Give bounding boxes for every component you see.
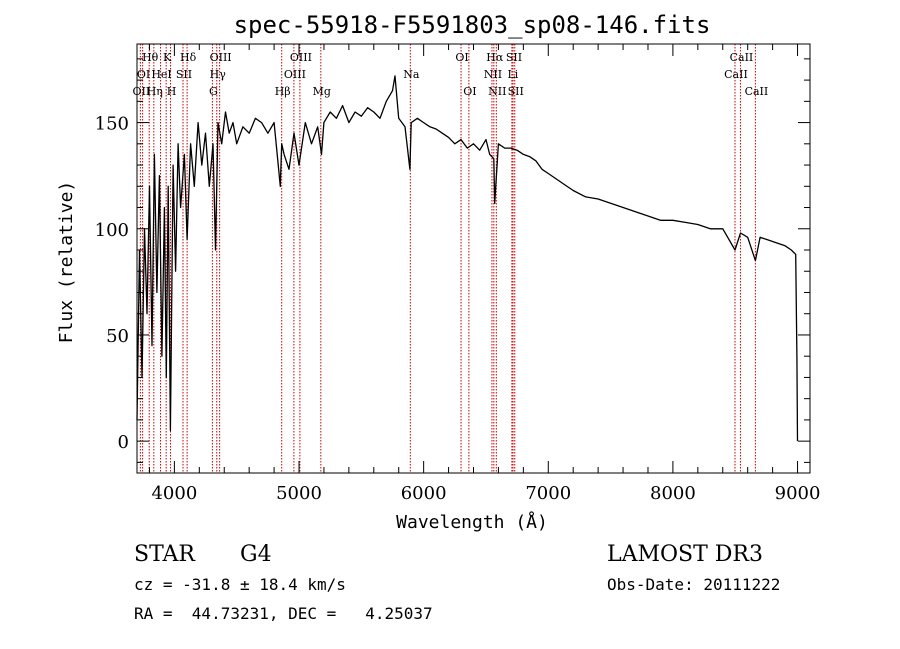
x-axis: 4000 5000 6000 7000 8000 9000 bbox=[148, 44, 821, 504]
marker-label-8: Hδ bbox=[180, 51, 197, 64]
y-tick-label-1: 50 bbox=[106, 326, 129, 347]
marker-label-24: SII bbox=[508, 85, 524, 98]
marker-label-20: SII bbox=[506, 51, 522, 64]
object-class: STAR bbox=[134, 542, 196, 567]
marker-label-15: Mg bbox=[313, 85, 331, 98]
marker-label-4: HeI bbox=[151, 68, 171, 81]
marker-label-12: Hβ bbox=[275, 85, 291, 98]
x-tick-label-0: 4000 bbox=[151, 483, 197, 504]
marker-label-14: OIII bbox=[284, 68, 306, 81]
x-axis-label: Wavelength (Å) bbox=[396, 511, 548, 533]
marker-label-5: Hη bbox=[147, 85, 163, 98]
marker-label-11: G bbox=[209, 85, 218, 98]
marker-label-17: OI bbox=[455, 51, 468, 64]
object-subclass: G4 bbox=[240, 542, 272, 567]
x-tick-label-2: 6000 bbox=[401, 483, 447, 504]
marker-label-19: Hα bbox=[486, 51, 504, 64]
x-tick-label-5: 9000 bbox=[775, 483, 821, 504]
plot-frame bbox=[136, 43, 811, 474]
marker-label-10: Hγ bbox=[210, 68, 227, 81]
marker-label-21: NII bbox=[484, 68, 502, 81]
y-tick-label-2: 100 bbox=[95, 220, 129, 241]
marker-label-25: CaII bbox=[730, 51, 754, 64]
marker-label-13: OIII bbox=[290, 51, 312, 64]
y-tick-label-3: 150 bbox=[95, 114, 129, 135]
x-tick-label-3: 7000 bbox=[525, 483, 571, 504]
marker-label-16: Na bbox=[403, 68, 420, 81]
marker-label-9: OIII bbox=[210, 51, 232, 64]
ra-dec-coordinates: RA = 44.73231, DEC = 4.25037 bbox=[134, 604, 433, 623]
y-axis-label: Flux (relative) bbox=[56, 181, 77, 344]
marker-label-23: NII bbox=[488, 85, 506, 98]
x-tick-label-4: 8000 bbox=[650, 483, 696, 504]
chart-title: spec-55918-F5591803_sp08-146.fits bbox=[234, 11, 711, 39]
survey-name: LAMOST DR3 bbox=[607, 542, 763, 567]
marker-label-22: Li bbox=[507, 68, 518, 81]
spectrum-line bbox=[136, 75, 799, 442]
spectral-line-markers bbox=[139, 44, 756, 473]
marker-label-6: SII bbox=[176, 68, 192, 81]
marker-label-27: CaII bbox=[745, 85, 769, 98]
marker-label-18: OI bbox=[463, 85, 476, 98]
x-tick-label-1: 5000 bbox=[276, 483, 322, 504]
redshift-cz: cz = -31.8 ± 18.4 km/s bbox=[134, 575, 346, 594]
marker-label-26: CaII bbox=[724, 68, 748, 81]
marker-label-7: H bbox=[167, 85, 177, 98]
y-axis: 0 50 100 150 bbox=[95, 58, 810, 463]
marker-label-0: Hθ bbox=[142, 51, 159, 64]
observation-date: Obs-Date: 20111222 bbox=[607, 575, 780, 594]
y-tick-label-0: 0 bbox=[118, 432, 129, 453]
marker-label-1: OI bbox=[137, 68, 150, 81]
marker-label-3: K bbox=[163, 51, 172, 64]
